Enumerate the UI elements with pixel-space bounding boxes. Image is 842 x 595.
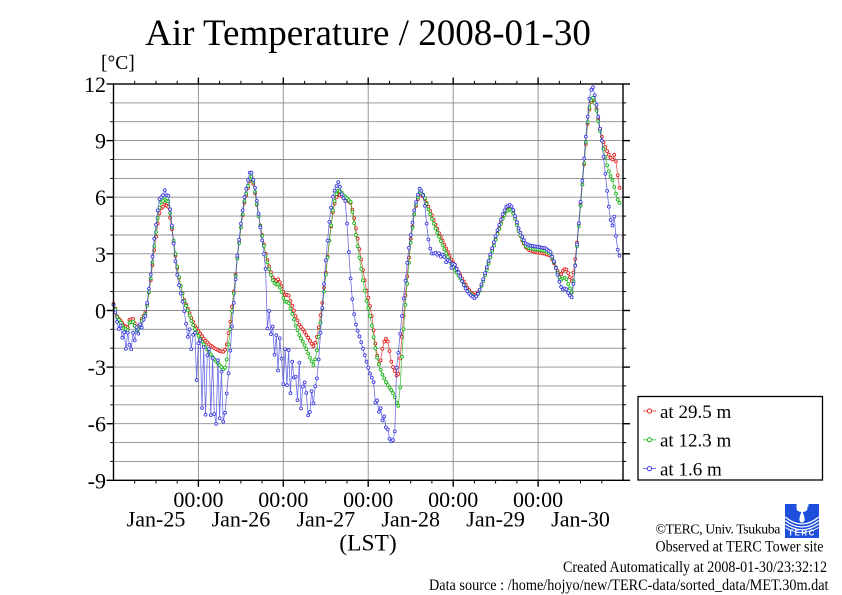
svg-text:12: 12: [84, 72, 106, 97]
svg-text:00:00: 00:00: [173, 487, 223, 512]
svg-text:6: 6: [95, 185, 106, 210]
svg-text:at 29.5 m: at 29.5 m: [660, 402, 731, 423]
svg-text:00:00: 00:00: [428, 487, 478, 512]
svg-text:at 12.3 m: at 12.3 m: [660, 431, 731, 452]
svg-text:Observed at TERC Tower site: Observed at TERC Tower site: [656, 539, 824, 556]
svg-text:00:00: 00:00: [343, 487, 393, 512]
svg-text:©TERC, Univ. Tsukuba: ©TERC, Univ. Tsukuba: [655, 522, 780, 537]
svg-text:(LST): (LST): [339, 531, 397, 556]
svg-text:Jan-28: Jan-28: [381, 507, 440, 532]
svg-text:3: 3: [95, 242, 106, 267]
svg-text:00:00: 00:00: [513, 487, 563, 512]
svg-text:Data source : /home/hojyo/new/: Data source : /home/hojyo/new/TERC-data/…: [429, 577, 829, 594]
svg-text:at 1.6 m: at 1.6 m: [660, 459, 722, 480]
svg-text:Created Automatically at 2008-: Created Automatically at 2008-01-30/23:3…: [563, 559, 827, 576]
svg-text:00:00: 00:00: [258, 487, 308, 512]
svg-text:Jan-25: Jan-25: [127, 507, 186, 532]
svg-text:Jan-26: Jan-26: [212, 507, 271, 532]
svg-text:Air Temperature / 2008-01-30: Air Temperature / 2008-01-30: [145, 13, 591, 54]
svg-text:0: 0: [95, 299, 106, 324]
svg-text:Jan-30: Jan-30: [551, 507, 610, 532]
svg-text:-9: -9: [88, 468, 106, 493]
svg-text:-3: -3: [88, 355, 106, 380]
svg-text:Jan-29: Jan-29: [466, 507, 525, 532]
svg-text:Jan-27: Jan-27: [296, 507, 355, 532]
svg-text:-6: -6: [88, 412, 106, 437]
svg-text:TERC: TERC: [788, 529, 816, 538]
svg-text:[°C]: [°C]: [101, 53, 135, 74]
svg-text:9: 9: [95, 129, 106, 154]
